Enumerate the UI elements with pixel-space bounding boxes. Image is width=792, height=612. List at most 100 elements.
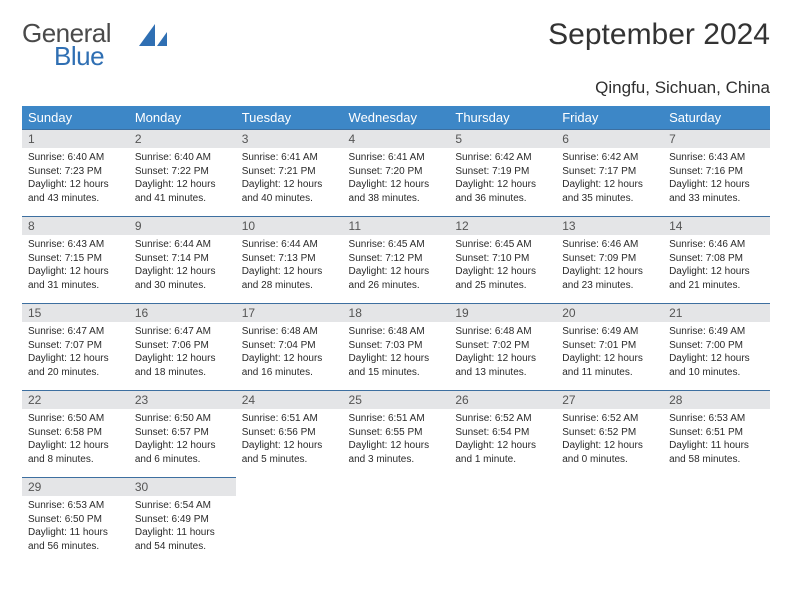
day-number: 28 [663,391,770,409]
calendar-cell: 17Sunrise: 6:48 AMSunset: 7:04 PMDayligh… [236,304,343,391]
calendar-cell: 8Sunrise: 6:43 AMSunset: 7:15 PMDaylight… [22,217,129,304]
calendar-cell: 14Sunrise: 6:46 AMSunset: 7:08 PMDayligh… [663,217,770,304]
day-details: Sunrise: 6:42 AMSunset: 7:19 PMDaylight:… [449,148,556,207]
day-number: 24 [236,391,343,409]
day-details: Sunrise: 6:51 AMSunset: 6:55 PMDaylight:… [343,409,450,468]
day-details: Sunrise: 6:42 AMSunset: 7:17 PMDaylight:… [556,148,663,207]
day-details: Sunrise: 6:40 AMSunset: 7:22 PMDaylight:… [129,148,236,207]
day-number: 29 [22,478,129,496]
weekday-header: Tuesday [236,106,343,130]
calendar-cell: 10Sunrise: 6:44 AMSunset: 7:13 PMDayligh… [236,217,343,304]
location-label: Qingfu, Sichuan, China [22,78,770,98]
calendar-table: SundayMondayTuesdayWednesdayThursdayFrid… [22,106,770,565]
day-details: Sunrise: 6:49 AMSunset: 7:00 PMDaylight:… [663,322,770,381]
calendar-row: 15Sunrise: 6:47 AMSunset: 7:07 PMDayligh… [22,304,770,391]
day-number: 25 [343,391,450,409]
day-number: 11 [343,217,450,235]
day-details: Sunrise: 6:52 AMSunset: 6:52 PMDaylight:… [556,409,663,468]
weekday-header: Thursday [449,106,556,130]
calendar-cell: 3Sunrise: 6:41 AMSunset: 7:21 PMDaylight… [236,130,343,217]
day-number: 3 [236,130,343,148]
calendar-cell: 7Sunrise: 6:43 AMSunset: 7:16 PMDaylight… [663,130,770,217]
calendar-cell-empty [556,478,663,565]
day-number: 27 [556,391,663,409]
brand-logo: General Blue [22,18,85,72]
calendar-cell: 26Sunrise: 6:52 AMSunset: 6:54 PMDayligh… [449,391,556,478]
day-details: Sunrise: 6:50 AMSunset: 6:58 PMDaylight:… [22,409,129,468]
weekday-header: Saturday [663,106,770,130]
calendar-cell: 11Sunrise: 6:45 AMSunset: 7:12 PMDayligh… [343,217,450,304]
calendar-cell: 16Sunrise: 6:47 AMSunset: 7:06 PMDayligh… [129,304,236,391]
calendar-cell: 19Sunrise: 6:48 AMSunset: 7:02 PMDayligh… [449,304,556,391]
day-details: Sunrise: 6:41 AMSunset: 7:21 PMDaylight:… [236,148,343,207]
calendar-cell: 12Sunrise: 6:45 AMSunset: 7:10 PMDayligh… [449,217,556,304]
day-number: 22 [22,391,129,409]
day-details: Sunrise: 6:49 AMSunset: 7:01 PMDaylight:… [556,322,663,381]
weekday-header: Wednesday [343,106,450,130]
calendar-cell: 9Sunrise: 6:44 AMSunset: 7:14 PMDaylight… [129,217,236,304]
weekday-header-row: SundayMondayTuesdayWednesdayThursdayFrid… [22,106,770,130]
day-details: Sunrise: 6:50 AMSunset: 6:57 PMDaylight:… [129,409,236,468]
day-number: 23 [129,391,236,409]
day-details: Sunrise: 6:40 AMSunset: 7:23 PMDaylight:… [22,148,129,207]
weekday-header: Friday [556,106,663,130]
calendar-cell: 2Sunrise: 6:40 AMSunset: 7:22 PMDaylight… [129,130,236,217]
calendar-cell: 23Sunrise: 6:50 AMSunset: 6:57 PMDayligh… [129,391,236,478]
day-number: 21 [663,304,770,322]
day-details: Sunrise: 6:43 AMSunset: 7:16 PMDaylight:… [663,148,770,207]
day-details: Sunrise: 6:47 AMSunset: 7:06 PMDaylight:… [129,322,236,381]
day-number: 26 [449,391,556,409]
day-details: Sunrise: 6:48 AMSunset: 7:03 PMDaylight:… [343,322,450,381]
day-number: 18 [343,304,450,322]
day-number: 1 [22,130,129,148]
day-number: 12 [449,217,556,235]
day-details: Sunrise: 6:53 AMSunset: 6:50 PMDaylight:… [22,496,129,555]
calendar-row: 22Sunrise: 6:50 AMSunset: 6:58 PMDayligh… [22,391,770,478]
day-details: Sunrise: 6:46 AMSunset: 7:09 PMDaylight:… [556,235,663,294]
calendar-cell: 4Sunrise: 6:41 AMSunset: 7:20 PMDaylight… [343,130,450,217]
day-details: Sunrise: 6:47 AMSunset: 7:07 PMDaylight:… [22,322,129,381]
brand-word-2: Blue [54,41,111,72]
calendar-cell: 28Sunrise: 6:53 AMSunset: 6:51 PMDayligh… [663,391,770,478]
day-number: 9 [129,217,236,235]
day-details: Sunrise: 6:44 AMSunset: 7:14 PMDaylight:… [129,235,236,294]
day-number: 19 [449,304,556,322]
weekday-header: Sunday [22,106,129,130]
calendar-cell: 22Sunrise: 6:50 AMSunset: 6:58 PMDayligh… [22,391,129,478]
day-number: 5 [449,130,556,148]
day-number: 14 [663,217,770,235]
day-number: 10 [236,217,343,235]
calendar-cell: 27Sunrise: 6:52 AMSunset: 6:52 PMDayligh… [556,391,663,478]
weekday-header: Monday [129,106,236,130]
day-number: 20 [556,304,663,322]
calendar-cell: 20Sunrise: 6:49 AMSunset: 7:01 PMDayligh… [556,304,663,391]
day-details: Sunrise: 6:48 AMSunset: 7:04 PMDaylight:… [236,322,343,381]
calendar-cell: 1Sunrise: 6:40 AMSunset: 7:23 PMDaylight… [22,130,129,217]
day-details: Sunrise: 6:44 AMSunset: 7:13 PMDaylight:… [236,235,343,294]
calendar-row: 29Sunrise: 6:53 AMSunset: 6:50 PMDayligh… [22,478,770,565]
calendar-cell-empty [663,478,770,565]
day-details: Sunrise: 6:48 AMSunset: 7:02 PMDaylight:… [449,322,556,381]
calendar-cell: 15Sunrise: 6:47 AMSunset: 7:07 PMDayligh… [22,304,129,391]
day-details: Sunrise: 6:41 AMSunset: 7:20 PMDaylight:… [343,148,450,207]
day-details: Sunrise: 6:43 AMSunset: 7:15 PMDaylight:… [22,235,129,294]
day-number: 8 [22,217,129,235]
day-number: 30 [129,478,236,496]
calendar-cell: 6Sunrise: 6:42 AMSunset: 7:17 PMDaylight… [556,130,663,217]
calendar-cell: 13Sunrise: 6:46 AMSunset: 7:09 PMDayligh… [556,217,663,304]
day-details: Sunrise: 6:46 AMSunset: 7:08 PMDaylight:… [663,235,770,294]
day-number: 4 [343,130,450,148]
day-number: 2 [129,130,236,148]
day-details: Sunrise: 6:54 AMSunset: 6:49 PMDaylight:… [129,496,236,555]
calendar-cell: 30Sunrise: 6:54 AMSunset: 6:49 PMDayligh… [129,478,236,565]
calendar-row: 8Sunrise: 6:43 AMSunset: 7:15 PMDaylight… [22,217,770,304]
day-number: 15 [22,304,129,322]
day-number: 7 [663,130,770,148]
day-details: Sunrise: 6:52 AMSunset: 6:54 PMDaylight:… [449,409,556,468]
month-title: September 2024 [548,18,770,52]
calendar-cell: 29Sunrise: 6:53 AMSunset: 6:50 PMDayligh… [22,478,129,565]
day-details: Sunrise: 6:45 AMSunset: 7:12 PMDaylight:… [343,235,450,294]
calendar-cell-empty [449,478,556,565]
header: General Blue September 2024 [22,18,770,72]
calendar-body: 1Sunrise: 6:40 AMSunset: 7:23 PMDaylight… [22,130,770,565]
